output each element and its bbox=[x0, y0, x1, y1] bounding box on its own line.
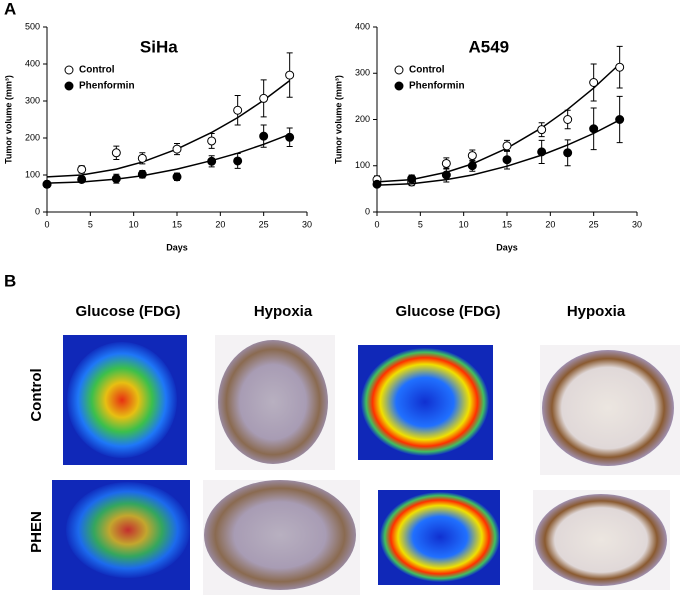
y-tick-label: 400 bbox=[25, 58, 40, 68]
row-header: Control bbox=[28, 368, 45, 421]
fdg-image bbox=[63, 335, 187, 465]
legend-label: Control bbox=[79, 65, 115, 76]
column-header: Hypoxia bbox=[567, 303, 626, 320]
x-tick-label: 15 bbox=[502, 219, 512, 229]
fdg-image bbox=[358, 345, 493, 460]
fit-curve bbox=[46, 133, 290, 184]
marker bbox=[207, 136, 217, 146]
marker bbox=[233, 105, 243, 115]
marker bbox=[563, 115, 573, 124]
column-header: Glucose (FDG) bbox=[395, 303, 500, 320]
marker bbox=[137, 153, 147, 163]
legend-marker bbox=[394, 65, 404, 75]
y-tick-label: 500 bbox=[25, 21, 40, 31]
marker bbox=[77, 164, 87, 174]
marker bbox=[502, 155, 512, 165]
fdg-image bbox=[52, 480, 190, 590]
marker bbox=[537, 125, 547, 135]
marker bbox=[467, 161, 477, 171]
x-tick-label: 25 bbox=[259, 219, 269, 229]
x-axis-label: Days bbox=[166, 242, 188, 252]
legend-marker bbox=[394, 81, 404, 91]
x-tick-label: 20 bbox=[545, 219, 555, 229]
marker bbox=[137, 169, 147, 179]
marker bbox=[589, 78, 599, 87]
legend-label: Control bbox=[409, 65, 445, 76]
column-header: Hypoxia bbox=[254, 303, 313, 320]
hypoxia-image bbox=[203, 480, 360, 595]
column-header: Glucose (FDG) bbox=[75, 303, 180, 320]
marker bbox=[467, 151, 477, 161]
x-tick-label: 5 bbox=[88, 219, 93, 229]
x-tick-label: 0 bbox=[374, 219, 379, 229]
hypoxia-image bbox=[533, 490, 670, 590]
x-tick-label: 5 bbox=[418, 219, 423, 229]
marker bbox=[441, 170, 451, 180]
marker bbox=[233, 156, 243, 166]
y-tick-label: 300 bbox=[25, 95, 40, 105]
hypoxia-image bbox=[215, 335, 335, 470]
legend-marker bbox=[64, 65, 74, 75]
legend-label: Phenformin bbox=[409, 81, 465, 92]
x-tick-label: 30 bbox=[302, 219, 312, 229]
marker bbox=[259, 93, 269, 103]
chart-title: SiHa bbox=[140, 37, 178, 56]
legend-label: Phenformin bbox=[79, 81, 135, 92]
marker bbox=[111, 174, 121, 184]
hypoxia-image bbox=[540, 345, 680, 475]
x-tick-label: 30 bbox=[632, 219, 642, 229]
x-tick-label: 10 bbox=[129, 219, 139, 229]
y-tick-label: 200 bbox=[355, 114, 370, 124]
marker bbox=[537, 147, 547, 157]
x-axis-label: Days bbox=[496, 242, 518, 252]
y-axis-label: Tumor volume (mm³) bbox=[3, 75, 13, 164]
marker bbox=[172, 144, 182, 154]
x-tick-label: 25 bbox=[589, 219, 599, 229]
marker bbox=[285, 132, 295, 142]
marker bbox=[407, 174, 417, 184]
panel-label: A bbox=[4, 0, 16, 18]
y-tick-label: 400 bbox=[355, 21, 370, 31]
chart-title: A549 bbox=[468, 37, 509, 56]
marker bbox=[615, 62, 625, 72]
marker bbox=[563, 148, 573, 158]
marker bbox=[589, 124, 599, 134]
marker bbox=[372, 179, 382, 189]
marker bbox=[502, 141, 512, 151]
y-tick-label: 300 bbox=[355, 68, 370, 78]
marker bbox=[441, 158, 451, 168]
x-tick-label: 10 bbox=[459, 219, 469, 229]
marker bbox=[259, 131, 269, 141]
marker bbox=[172, 172, 182, 182]
x-tick-label: 0 bbox=[44, 219, 49, 229]
y-tick-label: 0 bbox=[365, 206, 370, 216]
marker bbox=[77, 174, 87, 184]
fit-curve bbox=[46, 80, 291, 178]
y-tick-label: 100 bbox=[25, 169, 40, 179]
marker bbox=[42, 179, 52, 189]
x-tick-label: 15 bbox=[172, 219, 182, 229]
panel-label: B bbox=[4, 271, 16, 290]
marker bbox=[111, 148, 121, 158]
y-tick-label: 0 bbox=[35, 206, 40, 216]
row-header: PHEN bbox=[28, 511, 45, 553]
y-axis-label: Tumor volume (mm³) bbox=[333, 75, 343, 164]
legend-marker bbox=[64, 81, 74, 91]
marker bbox=[285, 70, 295, 80]
fdg-image bbox=[378, 490, 500, 585]
marker bbox=[207, 156, 217, 166]
marker bbox=[615, 115, 625, 124]
y-tick-label: 200 bbox=[25, 132, 40, 142]
y-tick-label: 100 bbox=[355, 160, 370, 170]
x-tick-label: 20 bbox=[215, 219, 225, 229]
